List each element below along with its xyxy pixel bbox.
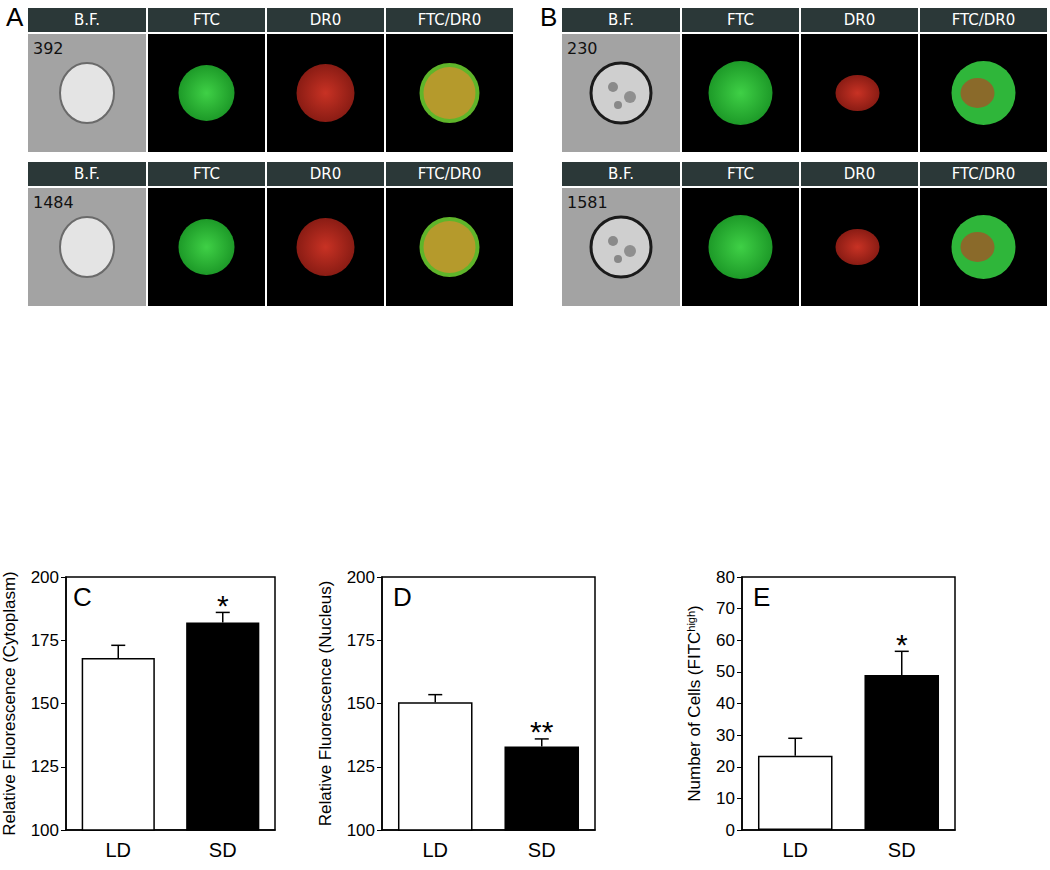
svg-text:E: E: [753, 582, 770, 612]
svg-text:100: 100: [347, 821, 375, 840]
svg-text:SD: SD: [888, 839, 916, 861]
html-text:FTC: FTC: [192, 165, 221, 183]
svg-text:30: 30: [716, 726, 735, 745]
svg-text:80: 80: [716, 568, 735, 587]
svg-text:392: 392: [33, 39, 64, 58]
html-text:A: A: [6, 2, 24, 32]
svg-text:125: 125: [347, 757, 375, 776]
svg-text:125: 125: [31, 757, 59, 776]
svg-text:LD: LD: [422, 839, 448, 861]
html-text:B.F.: B.F.: [74, 11, 100, 29]
html-text:DR0: DR0: [843, 11, 876, 29]
svg-text:C: C: [73, 582, 92, 612]
svg-text:200: 200: [31, 568, 59, 587]
svg-text:LD: LD: [782, 839, 808, 861]
svg-text:Number of Cells (FITC: Number of Cells (FITC: [685, 632, 704, 802]
svg-text:150: 150: [347, 694, 375, 713]
svg-text:): ): [685, 605, 704, 611]
html-text:B.F.: B.F.: [74, 165, 100, 183]
svg-text:175: 175: [31, 631, 59, 650]
svg-text:LD: LD: [105, 839, 131, 861]
svg-text:**: **: [530, 715, 554, 748]
html-text:B.F.: B.F.: [608, 11, 634, 29]
svg-text:*: *: [217, 589, 229, 622]
svg-text:230: 230: [567, 39, 598, 58]
svg-text:high: high: [685, 611, 697, 632]
svg-text:60: 60: [716, 631, 735, 650]
svg-text:Relative Fluorescence (Nucleus: Relative Fluorescence (Nucleus): [316, 581, 335, 827]
svg-text:SD: SD: [209, 839, 237, 861]
html-text:FTC: FTC: [726, 165, 755, 183]
svg-text:70: 70: [716, 599, 735, 618]
svg-text:50: 50: [716, 662, 735, 681]
svg-text:D: D: [393, 582, 412, 612]
svg-text:100: 100: [31, 821, 59, 840]
svg-text:10: 10: [716, 789, 735, 808]
svg-text:200: 200: [347, 568, 375, 587]
html-text:FTC/DR0: FTC/DR0: [417, 165, 482, 183]
html-text:B: B: [540, 2, 558, 32]
svg-text:SD: SD: [528, 839, 556, 861]
svg-text:0: 0: [726, 821, 735, 840]
svg-text:Relative Fluorescence (Cytopla: Relative Fluorescence (Cytoplasm): [0, 571, 19, 836]
svg-text:1484: 1484: [33, 193, 74, 212]
html-text:FTC: FTC: [192, 11, 221, 29]
svg-text:20: 20: [716, 757, 735, 776]
html-text:FTC/DR0: FTC/DR0: [417, 11, 482, 29]
html-text:FTC/DR0: FTC/DR0: [951, 165, 1016, 183]
html-text:FTC: FTC: [726, 11, 755, 29]
svg-text:1581: 1581: [567, 193, 608, 212]
svg-text:150: 150: [31, 694, 59, 713]
svg-text:175: 175: [347, 631, 375, 650]
html-text:DR0: DR0: [309, 11, 342, 29]
svg-text:40: 40: [716, 694, 735, 713]
html-text:B.F.: B.F.: [608, 165, 634, 183]
svg-text:*: *: [896, 628, 908, 661]
html-text:DR0: DR0: [309, 165, 342, 183]
html-text:FTC/DR0: FTC/DR0: [951, 11, 1016, 29]
html-text:DR0: DR0: [843, 165, 876, 183]
